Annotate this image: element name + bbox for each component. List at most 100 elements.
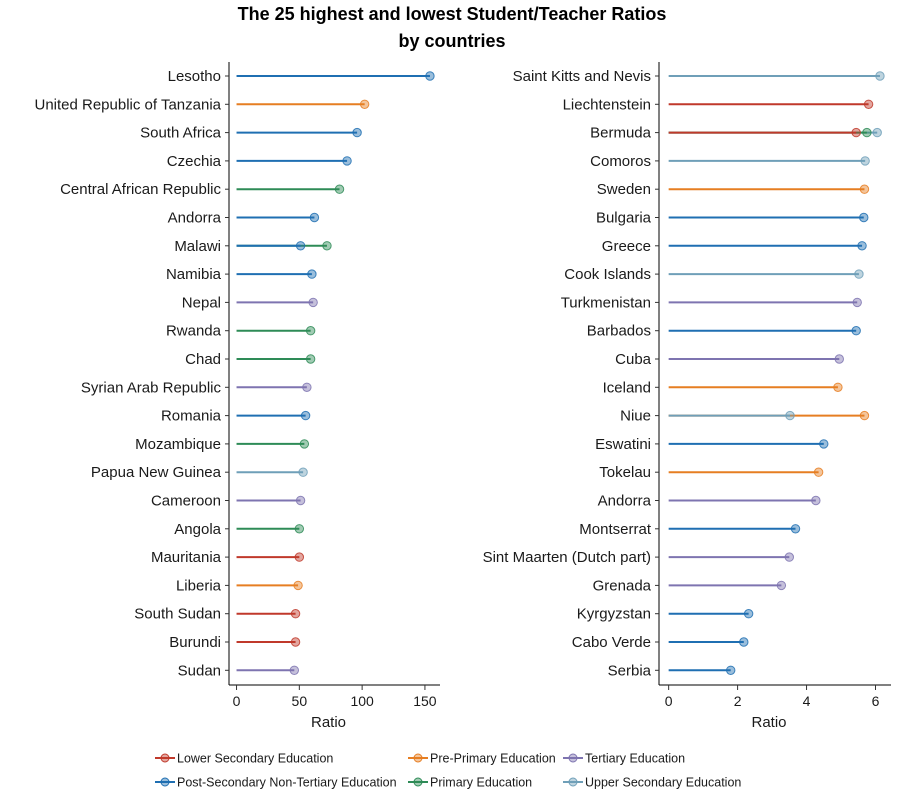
x-tick-label: 0 [233, 693, 241, 709]
data-point [739, 637, 749, 647]
data-point [860, 156, 870, 166]
country-label: Malawi [174, 238, 221, 255]
data-point [294, 524, 305, 534]
legend-label: Primary Education [430, 776, 532, 790]
data-point [298, 467, 308, 477]
x-tick-label: 50 [292, 693, 308, 709]
legend-swatch-point [413, 777, 423, 787]
data-point [300, 410, 311, 421]
legend-swatch-point [413, 753, 423, 763]
country-label: Czechia [167, 153, 222, 170]
data-point [859, 184, 870, 194]
country-label: Lesotho [168, 68, 221, 85]
country-label: Angola [174, 521, 221, 538]
data-point [859, 410, 870, 421]
data-point [290, 609, 301, 619]
country-label: Grenada [593, 577, 652, 594]
data-point [294, 552, 305, 562]
country-label: Nepal [182, 294, 221, 311]
data-point [833, 382, 843, 392]
data-point [857, 241, 867, 251]
data-point [785, 410, 795, 421]
data-point [295, 495, 306, 506]
country-label: South Sudan [134, 606, 221, 623]
data-point [813, 467, 824, 477]
data-point [811, 495, 821, 506]
legend-item: Lower Secondary Education [155, 752, 333, 766]
data-point [863, 99, 874, 110]
data-point [322, 241, 332, 251]
country-label: Mauritania [151, 549, 222, 566]
data-point [743, 609, 754, 619]
legend-label: Tertiary Education [585, 752, 685, 766]
data-point [334, 184, 345, 194]
country-label: Sudan [178, 662, 221, 679]
country-label: Serbia [608, 662, 652, 679]
country-label: Niue [620, 408, 651, 425]
country-label: Kyrgyzstan [577, 606, 651, 623]
panel-highest: 0 50 100 150 Ratio Lesotho United Republic of … [34, 62, 440, 731]
chart-title-line2: by countries [398, 31, 505, 51]
x-tick-label: 2 [734, 693, 742, 709]
data-point [425, 71, 435, 81]
data-point [790, 524, 801, 534]
data-point [290, 637, 301, 647]
x-axis-title: Ratio [751, 714, 786, 731]
legend-label: Pre-Primary Education [430, 752, 556, 766]
data-point [293, 580, 303, 591]
legend-item: Upper Secondary Education [563, 776, 741, 790]
data-point [859, 212, 869, 223]
x-tick-label: 0 [665, 693, 673, 709]
legend-label: Lower Secondary Education [177, 752, 333, 766]
data-point [359, 99, 370, 110]
country-label: Cabo Verde [572, 634, 651, 651]
data-point [872, 127, 882, 138]
country-label: Saint Kitts and Nevis [513, 68, 651, 85]
chart-title: The 25 highest and lowest Student/Teache… [238, 4, 667, 24]
legend-swatch-point [160, 777, 170, 787]
country-label: Comoros [590, 153, 651, 170]
data-point [307, 269, 317, 279]
country-label: Andorra [598, 493, 652, 510]
country-label: Iceland [603, 379, 651, 396]
chart-panels: 0 50 100 150 Ratio Lesotho United Republic of … [34, 62, 891, 731]
country-label: Greece [602, 238, 651, 255]
country-label: Sint Maarten (Dutch part) [483, 549, 651, 566]
x-axis-title: Ratio [311, 714, 346, 731]
country-label: Bulgaria [596, 210, 652, 227]
data-point [862, 127, 872, 138]
country-label: Syrian Arab Republic [81, 379, 222, 396]
data-point [784, 552, 795, 562]
x-tick-label: 150 [413, 693, 437, 709]
country-label: Burundi [169, 634, 221, 651]
data-point [776, 580, 787, 591]
country-label: Namibia [166, 266, 222, 283]
data-point [851, 326, 861, 336]
data-point [352, 127, 362, 138]
country-label: Montserrat [579, 521, 652, 538]
country-label: Barbados [587, 323, 651, 340]
country-label: Liberia [176, 577, 222, 594]
legend-item: Post-Secondary Non-Tertiary Education [155, 776, 397, 790]
data-point [851, 127, 861, 138]
country-label: Tokelau [599, 464, 651, 481]
country-label: Sweden [597, 181, 651, 198]
data-point [302, 382, 312, 392]
data-point [726, 665, 736, 675]
data-point [854, 269, 864, 279]
country-label: Andorra [168, 210, 222, 227]
country-label: Romania [161, 408, 222, 425]
country-label: Rwanda [166, 323, 222, 340]
data-point [308, 297, 318, 308]
legend-item: Tertiary Education [563, 752, 685, 766]
country-label: Central African Republic [60, 181, 221, 198]
country-label: Eswatini [595, 436, 651, 453]
country-label: Bermuda [590, 125, 652, 142]
country-label: Turkmenistan [561, 294, 651, 311]
country-label: Mozambique [135, 436, 221, 453]
country-label: Cook Islands [564, 266, 651, 283]
legend-swatch-point [568, 777, 578, 787]
country-label: South Africa [140, 125, 222, 142]
